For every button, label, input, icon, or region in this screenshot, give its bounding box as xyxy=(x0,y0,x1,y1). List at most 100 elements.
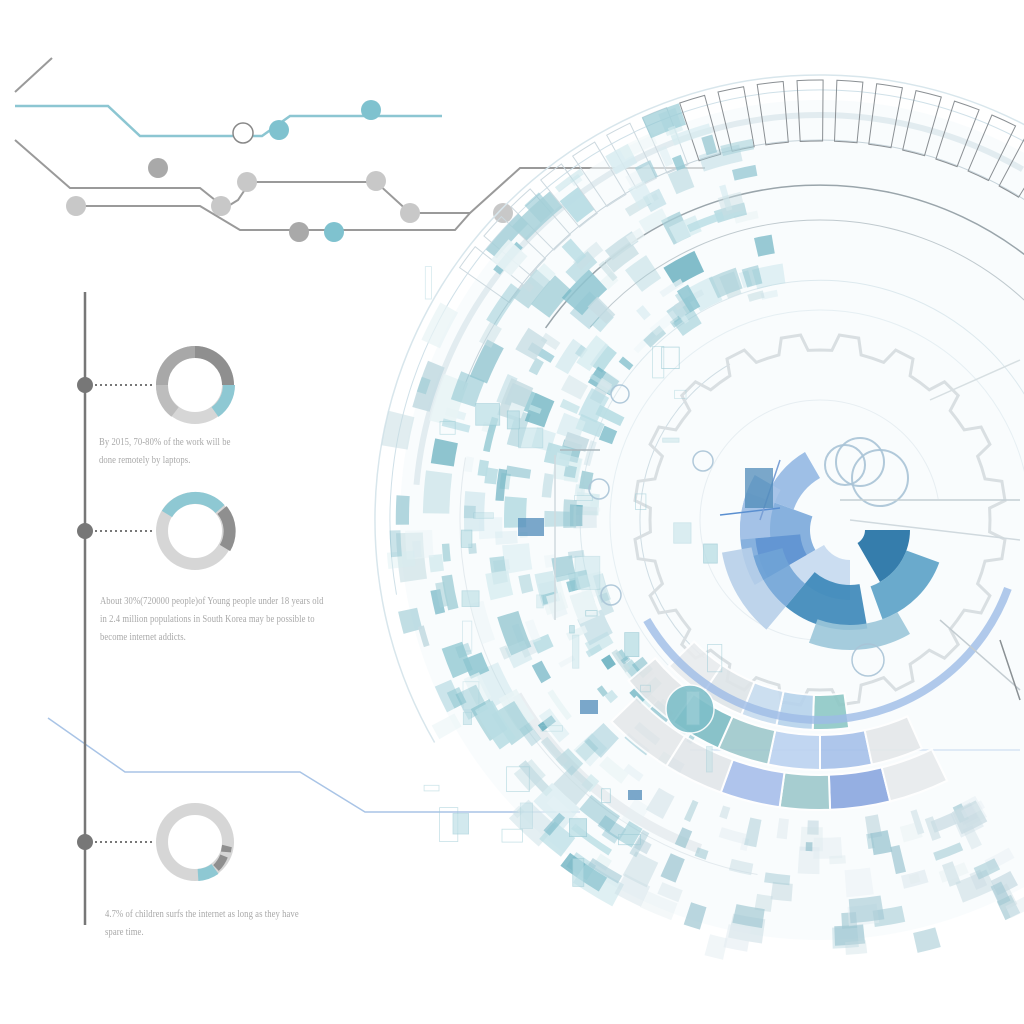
dial-rect xyxy=(461,620,473,652)
dial-block xyxy=(740,837,750,851)
dial-block xyxy=(599,756,629,784)
dial-block xyxy=(547,689,572,721)
dial-block xyxy=(540,736,568,767)
dial-circle xyxy=(824,444,866,486)
dial-block xyxy=(623,763,644,782)
dial-rect xyxy=(461,590,480,607)
dial-block xyxy=(559,398,580,414)
dial-block xyxy=(620,655,631,665)
dial-line xyxy=(719,507,781,516)
dial-block xyxy=(604,689,618,704)
dial-cell xyxy=(880,747,949,803)
dial-circle xyxy=(851,643,885,677)
dial-block xyxy=(486,283,521,326)
dial-rect xyxy=(424,266,432,300)
dial-accent xyxy=(745,468,773,508)
dial-block xyxy=(398,607,423,634)
dial-block xyxy=(555,572,579,583)
dial-block xyxy=(428,554,444,573)
dial-block xyxy=(990,881,1011,906)
dial-tooth xyxy=(539,163,598,228)
dial-block xyxy=(532,634,554,654)
dial-circle xyxy=(610,384,630,404)
dial-block xyxy=(431,713,462,740)
dial-block xyxy=(430,589,446,615)
dial-rect xyxy=(506,766,530,792)
dial-accent xyxy=(628,790,642,800)
dial-block xyxy=(629,686,647,705)
dial-block xyxy=(463,505,476,519)
dial-tooth xyxy=(998,138,1024,198)
dial-block xyxy=(625,227,645,246)
dial-block xyxy=(1005,896,1024,919)
dial-block xyxy=(585,644,603,658)
dial-block xyxy=(434,679,463,713)
dial-cell xyxy=(609,695,687,768)
dial-block xyxy=(502,543,533,574)
dial-block xyxy=(528,404,542,414)
dial-block xyxy=(418,625,430,648)
dial-rect xyxy=(518,427,544,449)
dial-block xyxy=(622,851,659,888)
circuit-node-hollow xyxy=(232,122,254,144)
dial-rect xyxy=(569,625,575,634)
dial-tooth xyxy=(967,114,1017,182)
dial-rect xyxy=(475,403,501,426)
dial-rect xyxy=(462,681,480,711)
dial-rect xyxy=(601,788,611,804)
dial-block xyxy=(441,543,451,562)
dial-core-segment xyxy=(870,550,940,620)
dial-rect xyxy=(661,346,680,370)
dial-block xyxy=(741,265,763,288)
timeline-marker-3 xyxy=(77,834,152,850)
dial-block xyxy=(719,184,733,212)
dial-block xyxy=(495,468,508,501)
dial-line xyxy=(999,639,1021,701)
dial-block xyxy=(490,239,528,276)
dial-block xyxy=(395,495,410,525)
dial-ring xyxy=(512,692,703,854)
circuit-node xyxy=(289,222,309,242)
timeline-caption-3: 4.7% of children surfs the internet as l… xyxy=(105,906,299,942)
dial-ring xyxy=(609,309,1024,703)
dial-block xyxy=(515,327,548,361)
dial-block xyxy=(469,339,504,384)
dial-block xyxy=(604,241,639,273)
dial-block xyxy=(441,418,471,433)
dial-line xyxy=(939,619,1021,691)
dial-block xyxy=(870,830,893,856)
dial-block xyxy=(463,672,492,705)
dial-block xyxy=(834,924,866,946)
dial-block xyxy=(576,335,609,372)
dial-block xyxy=(543,812,566,836)
dial-block xyxy=(405,530,434,560)
dial-block xyxy=(618,356,634,371)
dial-circle xyxy=(665,684,715,734)
dial-block xyxy=(924,816,941,841)
dial-block xyxy=(674,827,693,849)
dial-block xyxy=(619,132,658,160)
dial-block xyxy=(499,645,512,660)
dial-block xyxy=(594,586,615,616)
dial-block xyxy=(760,289,779,300)
dial-block xyxy=(717,191,745,216)
dial-block xyxy=(579,794,620,832)
dial-block xyxy=(704,934,728,960)
dial-block xyxy=(531,660,551,684)
dial-block xyxy=(813,837,843,859)
dial-rect xyxy=(473,512,494,519)
dial-block xyxy=(660,853,685,883)
dial-block xyxy=(583,440,597,466)
dial-block xyxy=(657,882,683,903)
dial-block xyxy=(641,103,686,139)
dial-block xyxy=(553,765,594,806)
dial-block xyxy=(732,904,765,929)
dial-block xyxy=(754,893,773,912)
dial-block xyxy=(973,858,1001,880)
dial-rect xyxy=(624,632,640,657)
dial-block xyxy=(587,296,616,324)
dial-accent xyxy=(518,518,544,536)
dial-block xyxy=(596,685,608,697)
dial-block xyxy=(658,145,674,167)
dial-accent xyxy=(580,700,598,714)
